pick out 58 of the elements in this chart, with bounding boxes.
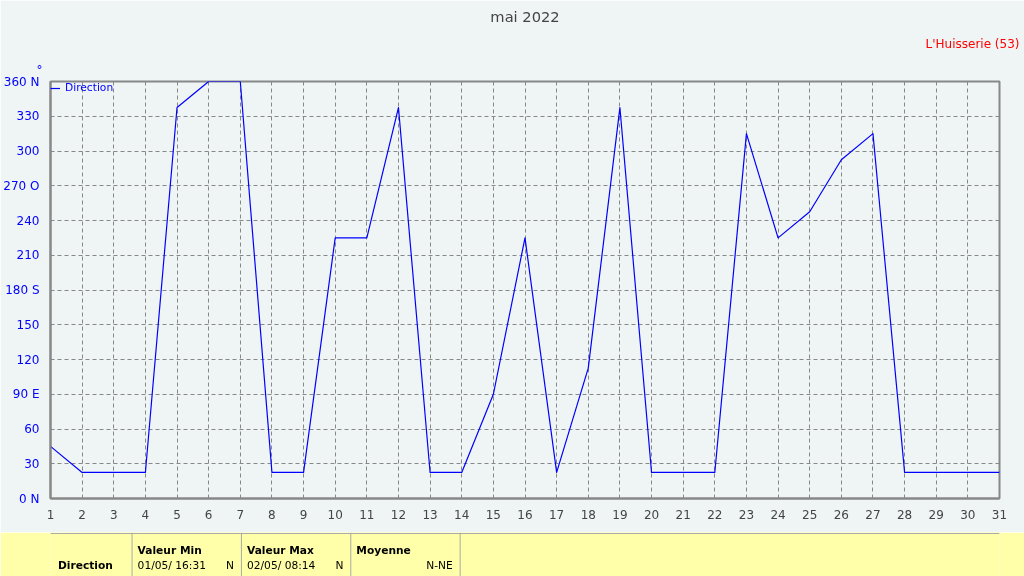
- text: Moyenne: [356, 543, 411, 557]
- text: N: [226, 558, 235, 572]
- text: N: [335, 558, 344, 572]
- x-tick-label: 17: [549, 507, 565, 522]
- y-tick-label: 30: [24, 456, 40, 471]
- x-tick-label: 14: [454, 507, 470, 522]
- y-tick-label: 240: [16, 213, 40, 228]
- x-tick-label: 9: [299, 507, 308, 522]
- x-tick-label: 7: [236, 507, 245, 522]
- y-tick-label: 150: [16, 317, 40, 332]
- chart-title: mai 2022: [490, 7, 560, 25]
- x-tick-label: 3: [109, 507, 118, 522]
- text: 01/05/ 16:31: [137, 558, 207, 572]
- x-tick-label: 29: [928, 507, 944, 522]
- y-tick-label: 60: [24, 422, 40, 436]
- x-tick-label: 26: [833, 507, 849, 522]
- x-tick-label: 22: [707, 507, 723, 522]
- x-tick-label: 15: [485, 507, 502, 522]
- x-tick-label: 23: [738, 507, 755, 522]
- x-tick-label: 30: [960, 507, 976, 522]
- x-tick-label: 19: [612, 507, 628, 522]
- y-tick-label: 0 N: [19, 491, 40, 506]
- x-tick-label: 5: [173, 507, 181, 522]
- text: 02/05/ 08:14: [246, 558, 316, 572]
- x-tick-label: 6: [204, 507, 213, 522]
- y-tick-label: 270 O: [3, 178, 40, 193]
- x-tick-label: 1: [46, 507, 55, 522]
- y-axis-title: °: [36, 62, 43, 77]
- y-tick-label: 300: [16, 144, 40, 158]
- x-tick-label: 24: [770, 507, 786, 522]
- chart-subtitle: L'Huisserie (53): [925, 36, 1020, 51]
- x-tick-label: 25: [802, 507, 818, 522]
- x-tick-label: 4: [141, 507, 150, 522]
- text: Valeur Min: [137, 543, 202, 557]
- y-tick-label: 90 E: [12, 387, 40, 402]
- text: Direction: [57, 558, 113, 572]
- x-tick-label: 10: [327, 507, 343, 522]
- x-tick-label: 12: [390, 507, 407, 522]
- y-tick-label: 360 N: [3, 74, 40, 89]
- y-tick-label: 120: [16, 352, 40, 367]
- x-tick-label: 16: [517, 507, 533, 522]
- y-tick-label: 180 S: [5, 283, 40, 297]
- x-tick-label: 18: [580, 507, 596, 522]
- text: Direction: [65, 81, 114, 94]
- x-tick-label: 11: [359, 507, 375, 522]
- x-tick-label: 13: [422, 507, 438, 522]
- x-tick-label: 28: [896, 507, 913, 522]
- x-tick-label: 27: [865, 507, 881, 522]
- text: N-NE: [426, 558, 453, 572]
- y-tick-label: 210: [16, 248, 40, 263]
- x-tick-label: 31: [991, 507, 1008, 522]
- x-tick-label: 21: [675, 507, 691, 522]
- y-tick-label: 330: [16, 109, 40, 124]
- x-tick-label: 8: [268, 507, 276, 522]
- text: Valeur Max: [246, 543, 315, 557]
- x-tick-label: 20: [643, 507, 660, 522]
- line-series: [50, 81, 1000, 474]
- x-tick-label: 2: [78, 507, 86, 522]
